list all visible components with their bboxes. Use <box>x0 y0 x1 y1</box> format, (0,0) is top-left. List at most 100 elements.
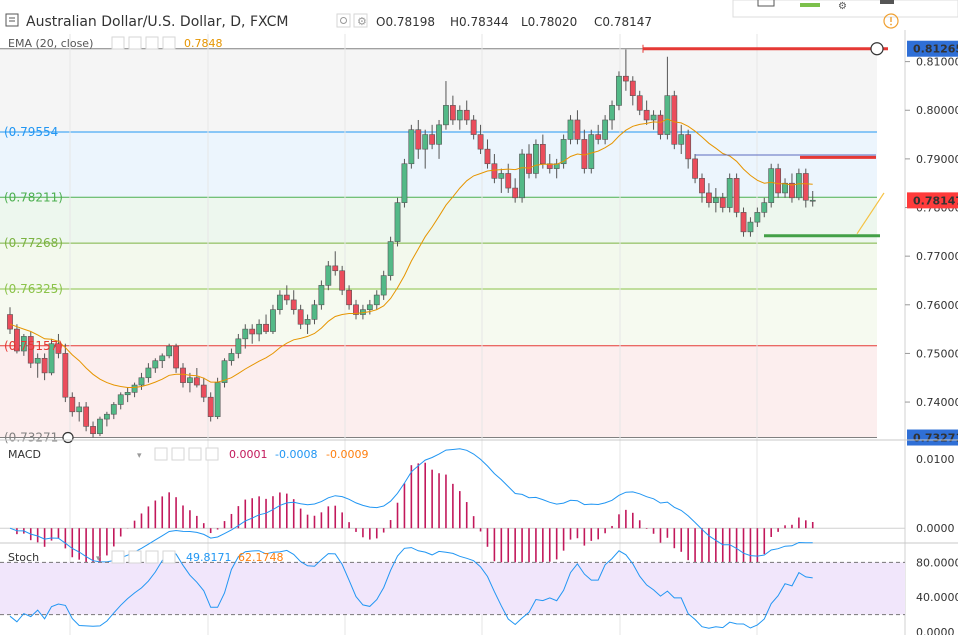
axis-tick-label: 0.80000 <box>916 104 958 117</box>
candle-body <box>539 143 546 165</box>
price-badge-label: 0.73271 <box>913 432 958 445</box>
fib-band <box>0 48 877 132</box>
candle-body <box>463 109 470 121</box>
candle-body <box>436 124 442 145</box>
candle-body <box>97 418 103 434</box>
candle-body <box>83 406 90 427</box>
candle-body <box>76 406 83 413</box>
candle-body <box>470 119 477 135</box>
macd-label: MACD <box>8 448 41 461</box>
macd-signal-value: -0.0009 <box>326 448 368 461</box>
svg-text:⚙: ⚙ <box>357 15 367 28</box>
candle-body <box>712 197 719 203</box>
candle-body <box>159 355 166 362</box>
candle-body <box>276 294 283 310</box>
drawn-lines[interactable] <box>642 44 888 238</box>
candle-body <box>699 178 705 194</box>
stoch-d-value: 62.1748 <box>238 551 284 564</box>
price-axis[interactable]: 0.810000.800000.790000.780000.770000.760… <box>905 56 958 409</box>
candle-body <box>782 182 788 194</box>
candle-body <box>740 212 747 233</box>
candle-body <box>602 119 609 140</box>
candle-body <box>789 182 795 199</box>
candle-body <box>131 384 138 393</box>
candle-body <box>366 304 373 310</box>
macd-settings-icons[interactable]: ▾ <box>137 447 219 461</box>
candle-body <box>491 163 498 179</box>
candle-body <box>69 396 76 413</box>
candle-body <box>629 80 636 96</box>
candle-body <box>657 114 664 135</box>
fullscreen-icon[interactable] <box>880 0 894 4</box>
candle-body <box>124 392 131 396</box>
color-icon[interactable] <box>800 3 820 7</box>
candle-body <box>207 396 214 417</box>
axis-tick-label: 0.81000 <box>916 56 958 69</box>
candle-body <box>180 367 186 383</box>
axis-tick-label: 0.75000 <box>916 347 958 360</box>
candle-body <box>533 143 539 174</box>
axis-tick-label: 0.77000 <box>916 250 958 263</box>
macd-pane[interactable] <box>0 448 905 585</box>
price-badge-label: 0.81265 <box>913 43 958 56</box>
collapse-icon[interactable] <box>5 13 19 27</box>
alert-icon[interactable] <box>883 13 899 29</box>
settings-icon[interactable]: ⚙ <box>838 1 847 12</box>
candle-body <box>297 309 304 325</box>
axis-tick-label: 80.0000 <box>916 556 958 569</box>
candle-body <box>567 119 574 140</box>
candle-body <box>187 377 193 383</box>
fib-anchor-handle <box>62 431 74 444</box>
candle-body <box>152 360 159 369</box>
close-value: C0.78147 <box>594 15 652 29</box>
candle-body <box>671 95 678 145</box>
price-badge <box>907 40 958 57</box>
candle-body <box>761 202 768 213</box>
candle-body <box>318 285 325 306</box>
candle-body <box>636 95 643 111</box>
ema-settings-icons[interactable] <box>111 36 176 50</box>
screenshot-icon[interactable] <box>757 0 775 7</box>
candle-body <box>353 304 359 315</box>
candle-body <box>512 187 519 199</box>
candle-body <box>166 345 173 357</box>
fib-band <box>0 345 877 438</box>
candle-body <box>643 109 650 121</box>
macd-line-value: -0.0008 <box>275 448 317 461</box>
stoch-band <box>0 562 905 615</box>
candle-body <box>214 382 221 417</box>
symbol-title: Australian Dollar/U.S. Dollar, D, FXCM <box>26 14 288 30</box>
stoch-k-value: 49.8171 <box>186 551 232 564</box>
candle-body <box>339 270 346 291</box>
candle-body <box>200 384 207 398</box>
stoch-settings-icons[interactable]: ▾ <box>96 550 176 564</box>
top-right-toolbar[interactable]: ⚙ <box>732 0 958 18</box>
candle-body <box>719 197 726 208</box>
axis-tick-label: 0.0100 <box>916 453 955 466</box>
candle-body <box>290 299 297 310</box>
ema-value: 0.7848 <box>184 37 223 50</box>
header-settings-icons[interactable]: ⚙ <box>336 13 368 28</box>
candle-body <box>733 178 740 213</box>
axis-tick-label: 0.74000 <box>916 396 958 409</box>
candle-body <box>311 304 318 320</box>
macd-axis: 0.0100 0.0000 <box>916 453 955 535</box>
candle-body <box>394 202 401 242</box>
axis-tick-label: 0.0000 <box>916 626 955 635</box>
candle-body <box>27 336 34 364</box>
candle-body <box>616 75 622 106</box>
candle-body <box>775 168 782 194</box>
candle-body <box>692 158 698 179</box>
ema-line <box>9 118 813 388</box>
fib-level-label: (0.77268) <box>4 236 63 250</box>
candle-body <box>380 275 387 296</box>
candle-body <box>263 323 269 332</box>
candle-body <box>242 328 249 340</box>
high-value: H0.78344 <box>450 15 509 29</box>
fib-level-label: (0.76325) <box>4 282 63 296</box>
price-badge <box>907 192 958 209</box>
candle-body <box>498 173 505 179</box>
price-badge-label: 0.78147 <box>913 194 958 207</box>
candle-body <box>346 289 352 306</box>
